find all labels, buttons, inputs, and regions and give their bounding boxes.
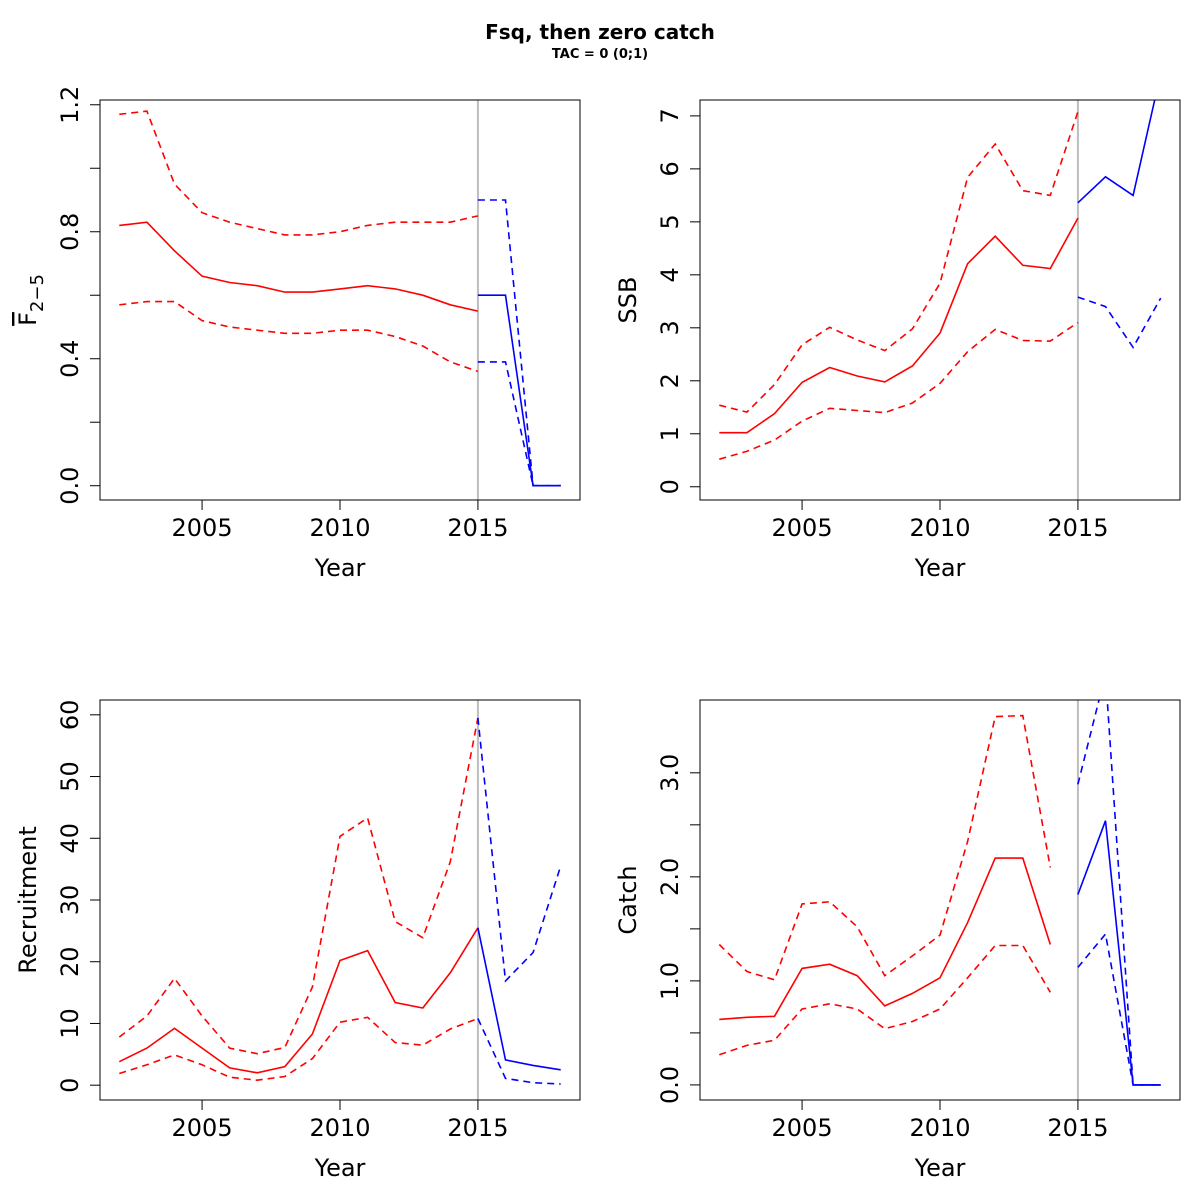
recruitment-x-tick-label-2015: 2015 [447,1114,508,1142]
ssb-y-axis-label-main: SSB [614,277,642,324]
ssb-historical-dashed-line-1 [719,111,1079,413]
ssb-x-tick-label-2005: 2005 [772,514,833,542]
recruitment-x-axis-label: Year [314,1154,366,1182]
fbar-x-tick-label-2010: 2010 [309,514,370,542]
catch-y-tick-label-4: 2.0 [656,858,684,896]
catch-x-tick-label-2005: 2005 [772,1114,833,1142]
fbar-y-axis-label: F2−5 [14,274,48,326]
recruitment-y-tick-label-5: 50 [56,761,84,792]
ssb-y-tick-label-1: 1 [656,426,684,441]
recruitment-y-tick-label-0: 0 [56,1078,84,1093]
recruitment-forecast-solid-line-3 [477,927,561,1071]
catch-x-tick-label-2015: 2015 [1047,1114,1108,1142]
fbar-x-tick-label-2015: 2015 [447,514,508,542]
recruitment-y-tick-label-6: 60 [56,700,84,731]
recruitment-historical-dashed-line-1 [118,717,479,1055]
ssb-y-tick-label-3: 3 [656,320,684,335]
catch-y-axis-label-main: Catch [614,865,642,934]
ssb-forecast-solid-line-3 [1077,100,1156,204]
recruitment-y-tick-label-4: 40 [56,823,84,854]
fbar-y-tick-label-2: 0.4 [56,340,84,378]
fbar-x-tick-label-2005: 2005 [172,514,233,542]
recruitment-y-tick-label-2: 20 [56,946,84,977]
catch-y-axis-label: Catch [614,865,642,934]
fbar-historical-dashed-line-1 [119,110,479,236]
recruitment-series-group [118,717,562,1085]
catch-y-tick-label-0: 0.0 [656,1066,684,1104]
recruitment-y-tick-label-3: 30 [56,885,84,916]
catch-forecast-dashed-line-4 [1077,700,1161,1086]
ssb-forecast-dashed-line-4 [1077,296,1162,349]
figure-title: Fsq, then zero catch [485,20,715,44]
recruitment-y-axis-label: Recruitment [14,826,42,973]
ssb-x-axis-label: Year [914,554,966,582]
ssb-y-tick-label-6: 6 [656,161,684,176]
recruitment-historical-solid-line-0 [118,927,479,1074]
fbar-x-axis-label: Year [314,554,366,582]
fbar-historical-solid-line-0 [119,221,479,312]
recruitment-forecast-dashed-line-4 [477,717,562,983]
ssb-y-tick-label-5: 5 [656,214,684,229]
catch-historical-solid-line-0 [719,857,1052,1021]
catch-series-group [718,700,1161,1086]
recruitment-x-tick-label-2005: 2005 [172,1114,233,1142]
catch-x-tick-label-2010: 2010 [909,1114,970,1142]
catch-forecast-dashed-line-5 [1077,932,1161,1086]
ssb-y-tick-label-4: 4 [656,267,684,282]
catch-historical-dashed-line-2 [719,944,1051,1056]
ssb-x-tick-label-2010: 2010 [909,514,970,542]
figure-subtitle: TAC = 0 (0;1) [551,47,649,62]
fbar-y-axis-label-main: F [14,312,42,326]
catch-historical-dashed-line-1 [718,714,1052,981]
fbar-y-tick-label-6: 1.2 [56,86,84,124]
recruitment-historical-dashed-line-2 [119,1016,479,1082]
catch-forecast-solid-line-3 [1077,820,1161,1086]
ssb-historical-dashed-line-2 [719,321,1079,460]
fbar-forecast-dashed-line-5 [477,361,561,487]
fbar-historical-dashed-line-2 [119,300,479,373]
recruitment-y-tick-label-1: 10 [56,1008,84,1039]
ssb-series-group [719,100,1162,460]
catch-y-tick-label-2: 1.0 [656,962,684,1000]
ssb-y-axis-label: SSB [614,277,642,324]
ssb-y-tick-label-7: 7 [656,108,684,123]
catch-x-axis-label: Year [914,1154,966,1182]
ssb-x-tick-label-2015: 2015 [1047,514,1108,542]
recruitment-x-tick-label-2010: 2010 [309,1114,370,1142]
recruitment-y-axis-label-main: Recruitment [14,826,42,973]
fbar-series-group [119,110,561,487]
fbar-y-tick-label-0: 0.0 [56,467,84,505]
fbar-y-axis-label-sub: 2−5 [27,274,48,312]
ssb-y-tick-label-0: 0 [656,479,684,494]
ssb-y-tick-label-2: 2 [656,373,684,388]
fbar-y-tick-label-4: 0.8 [56,213,84,251]
catch-y-tick-label-6: 3.0 [656,754,684,792]
ssb-historical-solid-line-0 [719,217,1079,434]
